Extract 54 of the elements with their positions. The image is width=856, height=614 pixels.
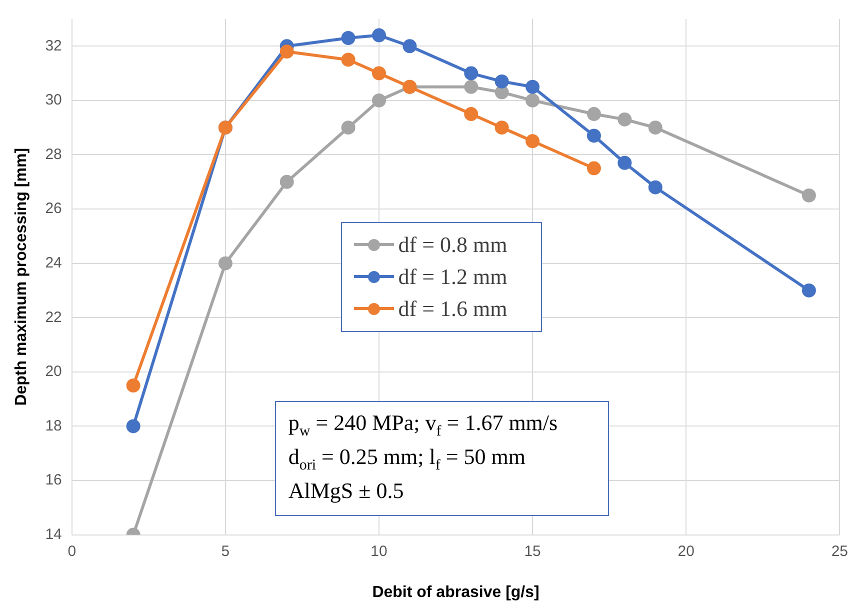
point: [464, 66, 478, 80]
point: [526, 80, 540, 94]
x-tick-label: 15: [524, 542, 541, 560]
point: [526, 134, 540, 148]
x-tick-label: 20: [678, 542, 694, 560]
point: [648, 120, 662, 135]
legend-label: df = 0.8 mm: [398, 232, 508, 258]
annotation: p$_{w}$ = 240 MPa; v$_{f}$ = 1.67 mm/s: [288, 410, 558, 442]
point: [586, 128, 601, 143]
y-tick-label: 18: [45, 417, 62, 434]
point: [280, 174, 294, 189]
point: [372, 93, 386, 108]
y-tick-label: 26: [45, 200, 62, 218]
point: [464, 80, 478, 94]
point: [618, 156, 632, 170]
y-tick-label: 30: [45, 92, 62, 109]
point: [126, 419, 140, 434]
point: [586, 161, 601, 176]
y-tick-label: 22: [45, 308, 62, 326]
point: [618, 112, 632, 126]
x-tick-label: 10: [370, 542, 388, 560]
y-tick-label: 16: [45, 472, 62, 489]
point: [280, 44, 294, 59]
x-axis-title: Debit of abrasive [g/s]: [372, 584, 540, 601]
annotation: d$_{ori}$ = 0.25 mm; l$_{f}$ = 50 mm: [288, 444, 527, 476]
point: [341, 31, 356, 46]
point: [802, 283, 816, 298]
point: [464, 107, 478, 122]
point: [341, 52, 356, 67]
y-tick-label: 20: [45, 363, 62, 380]
y-tick-label: 24: [45, 254, 62, 272]
y-axis-title: Depth maximum processing [mm]: [13, 148, 30, 406]
y-tick-label: 28: [45, 146, 62, 163]
point: [586, 107, 601, 122]
y-tick-label: 32: [45, 37, 62, 54]
point: [126, 378, 140, 392]
x-tick-label: 5: [221, 542, 230, 560]
point: [494, 120, 509, 135]
x-tick-label: 25: [831, 542, 848, 560]
point: [648, 180, 662, 194]
point: [526, 93, 540, 108]
point: [402, 39, 417, 54]
point: [341, 120, 356, 135]
point: [802, 188, 816, 202]
point: [372, 66, 386, 80]
point: [494, 85, 509, 100]
legend-label: df = 1.2 mm: [398, 264, 508, 290]
point: [218, 256, 232, 270]
point: [372, 28, 386, 42]
annotation: AlMgS ± 0.5: [288, 478, 405, 504]
legend-label: df = 1.6 mm: [398, 296, 508, 322]
y-tick-label: 14: [45, 526, 62, 543]
x-tick-label: 0: [68, 542, 76, 560]
point: [494, 74, 509, 88]
